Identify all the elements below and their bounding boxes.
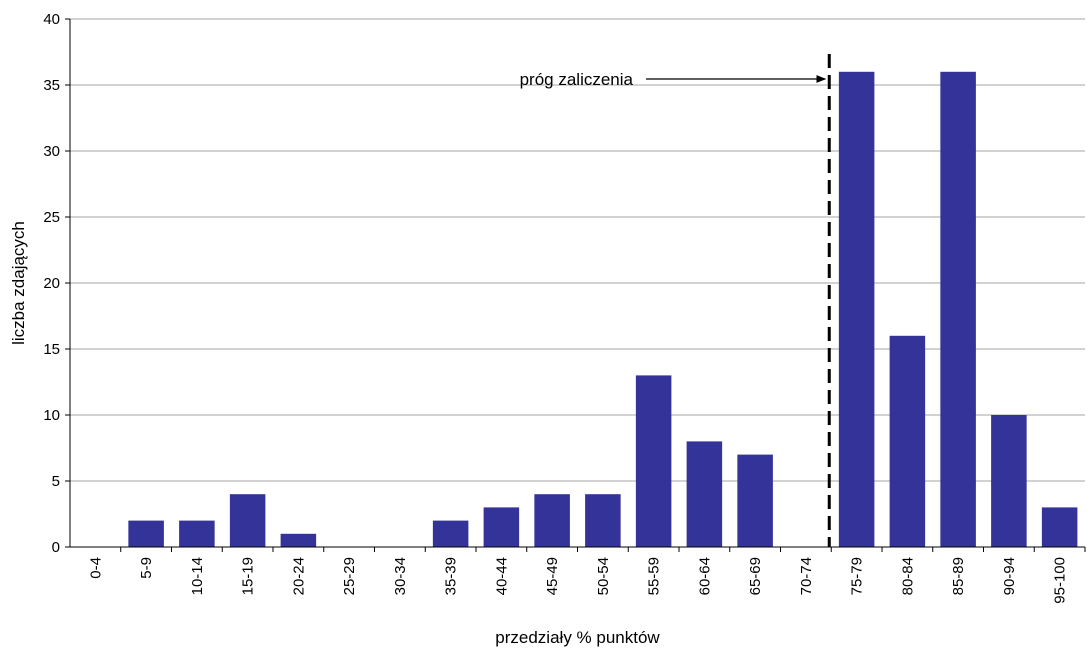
y-tick-label: 40: [43, 11, 60, 28]
bar: [838, 71, 875, 548]
bar: [128, 520, 164, 547]
y-tick-label: 35: [43, 77, 60, 94]
x-tick-label: 30-34: [392, 557, 409, 595]
bar: [940, 71, 976, 548]
bar: [991, 415, 1027, 547]
y-axis-title: liczba zdających: [9, 221, 28, 345]
x-tick-label: 85-89: [950, 557, 967, 595]
y-tick-label: 5: [52, 473, 60, 490]
x-tick-label: 65-69: [747, 557, 764, 595]
x-tick-label: 35-39: [443, 557, 460, 595]
x-tick-label: 60-64: [696, 557, 713, 595]
x-tick-label: 75-79: [849, 557, 866, 595]
x-tick-label: 40-44: [493, 557, 510, 595]
bar: [635, 375, 672, 547]
y-tick-label: 0: [52, 539, 60, 556]
y-tick-label: 10: [43, 407, 60, 424]
x-tick-label: 25-29: [341, 557, 358, 595]
x-tick-label: 10-14: [189, 557, 206, 595]
bar: [280, 533, 317, 547]
bar: [534, 494, 570, 547]
x-tick-label: 95-100: [1052, 557, 1069, 604]
bar: [229, 494, 266, 547]
x-tick-label: 70-74: [798, 557, 815, 595]
bar: [1041, 507, 1078, 547]
y-tick-labels: 0 5 10 15 20 25 30 35 40: [43, 11, 60, 556]
x-tick-label: 15-19: [240, 557, 257, 595]
bars: [128, 71, 1078, 548]
gridlines: [70, 18, 1085, 482]
y-tick-label: 15: [43, 341, 60, 358]
y-tick-label: 20: [43, 275, 60, 292]
bar: [432, 520, 469, 547]
bar: [585, 494, 621, 547]
x-tick-label: 20-24: [290, 557, 307, 595]
x-tick-label: 55-59: [646, 557, 663, 595]
axes: [65, 18, 1086, 552]
x-tick-labels: 0-4 5-9 10-14 15-19 20-24 25-29 30-34 35-39 40-4…: [87, 557, 1068, 604]
y-tick-label: 30: [43, 143, 60, 160]
bar: [889, 335, 926, 547]
x-tick-label: 45-49: [544, 557, 561, 595]
x-axis-title: przedziały % punktów: [495, 628, 660, 647]
x-tick-label: 90-94: [1001, 557, 1018, 595]
bar: [737, 454, 773, 547]
threshold-label: próg zaliczenia: [520, 70, 634, 89]
y-tick-label: 25: [43, 209, 60, 226]
bar: [686, 441, 723, 547]
x-tick-label: 80-84: [899, 557, 916, 595]
bar: [483, 507, 520, 547]
bar: [179, 520, 215, 547]
x-tick-label: 5-9: [138, 557, 155, 579]
x-tick-label: 50-54: [595, 557, 612, 595]
x-tick-label: 0-4: [87, 557, 104, 579]
threshold-marker: próg zaliczenia: [520, 54, 831, 547]
